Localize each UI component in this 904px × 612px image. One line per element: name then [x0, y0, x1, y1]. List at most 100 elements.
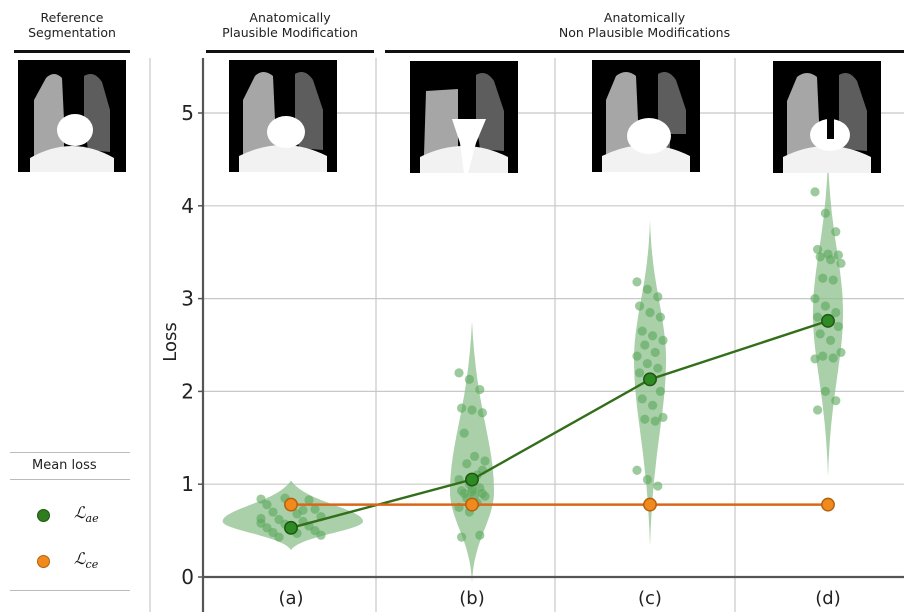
sample-point — [310, 505, 319, 514]
sample-point — [834, 250, 843, 259]
sample-point — [651, 348, 660, 357]
sample-point — [818, 352, 827, 361]
sample-point — [454, 368, 463, 377]
legend-bottom-rule — [10, 590, 130, 591]
sample-point — [465, 375, 474, 384]
sample-point — [656, 313, 665, 322]
sample-point — [658, 413, 667, 422]
mean-point-ae-(a) — [285, 522, 297, 534]
sample-point — [638, 394, 647, 403]
sample-point — [457, 532, 466, 541]
sample-point — [635, 301, 644, 310]
sample-point — [632, 352, 641, 361]
legend-marker-ce — [37, 555, 50, 568]
sample-point — [831, 396, 840, 405]
y-axis-label: Loss — [160, 322, 181, 361]
sample-point — [457, 404, 466, 413]
sample-point — [645, 308, 654, 317]
x-tick-label-1: (b) — [459, 588, 484, 609]
sample-point — [653, 364, 662, 373]
mean-point-ae-(d) — [822, 315, 834, 327]
mean-point-ce-(c) — [644, 498, 656, 510]
y-tick-label-2: 2 — [181, 379, 194, 403]
x-tick-label-2: (c) — [638, 588, 662, 609]
sample-point — [816, 252, 825, 261]
sample-point — [648, 401, 657, 410]
sample-point — [813, 313, 822, 322]
reference-segmentation-image — [18, 60, 126, 172]
y-tick-label-1: 1 — [181, 472, 194, 496]
sample-point — [467, 405, 476, 414]
mean-point-ae-(b) — [466, 473, 478, 485]
legend-label-ce: ℒce — [74, 549, 98, 571]
legend-title: Mean loss — [32, 458, 97, 473]
sample-point — [298, 506, 307, 515]
y-tick-label-4: 4 — [181, 194, 194, 218]
sample-point — [810, 187, 819, 196]
sample-point — [829, 353, 838, 362]
sample-point — [640, 415, 649, 424]
sample-point — [262, 500, 271, 509]
sample-point — [653, 292, 662, 301]
sample-point — [274, 532, 283, 541]
sample-point — [475, 385, 484, 394]
sample-point — [478, 408, 487, 417]
sample-point — [656, 387, 665, 396]
sample-point — [460, 429, 469, 438]
x-tick-label-0: (a) — [278, 588, 303, 609]
y-tick-label-0: 0 — [181, 565, 194, 589]
sample-point — [821, 387, 830, 396]
plausible-modification-image — [229, 60, 337, 172]
sample-point — [834, 322, 843, 331]
sample-point — [643, 475, 652, 484]
y-tick-label-3: 3 — [181, 287, 194, 311]
mean-point-ce-(b) — [466, 498, 478, 510]
sample-point — [268, 507, 277, 516]
sample-point — [480, 456, 489, 465]
mean-point-ce-(d) — [822, 498, 834, 510]
series-line-ae — [291, 321, 828, 528]
sample-point — [826, 336, 835, 345]
sample-point — [836, 348, 845, 357]
sample-point — [632, 466, 641, 475]
non-plausible-modification-d-image — [773, 61, 881, 173]
sample-point — [643, 285, 652, 294]
sample-point — [813, 405, 822, 414]
sample-point — [818, 274, 827, 283]
sample-point — [462, 459, 471, 468]
violin-(b) — [450, 322, 494, 583]
legend-top-rule — [10, 452, 130, 453]
sample-point — [826, 255, 835, 264]
x-tick-label-3: (d) — [815, 588, 840, 609]
sample-point — [643, 359, 652, 368]
sample-point — [640, 340, 649, 349]
mean-point-ce-(a) — [285, 498, 297, 510]
sample-point — [635, 368, 644, 377]
sample-point — [816, 329, 825, 338]
sample-point — [480, 492, 489, 501]
legend-title-rule — [10, 479, 130, 480]
legend-marker-ae — [37, 509, 50, 522]
sample-point — [632, 277, 641, 286]
sample-point — [304, 495, 313, 504]
sample-point — [653, 481, 662, 490]
sample-point — [836, 259, 845, 268]
legend-label-ae: ℒae — [74, 503, 99, 525]
sample-point — [821, 209, 830, 218]
y-tick-label-5: 5 — [181, 101, 194, 125]
sample-point — [651, 416, 660, 425]
sample-point — [475, 531, 484, 540]
sample-point — [810, 354, 819, 363]
sample-point — [256, 514, 265, 523]
sample-point — [316, 531, 325, 540]
non-plausible-modification-b-image — [410, 61, 518, 173]
sample-point — [831, 227, 840, 236]
sample-point — [638, 326, 647, 335]
sample-point — [829, 275, 838, 284]
non-plausible-modification-c-image — [592, 60, 700, 172]
sample-point — [821, 301, 830, 310]
sample-point — [648, 331, 657, 340]
sample-point — [470, 452, 479, 461]
sample-point — [658, 336, 667, 345]
mean-point-ae-(c) — [644, 373, 656, 385]
